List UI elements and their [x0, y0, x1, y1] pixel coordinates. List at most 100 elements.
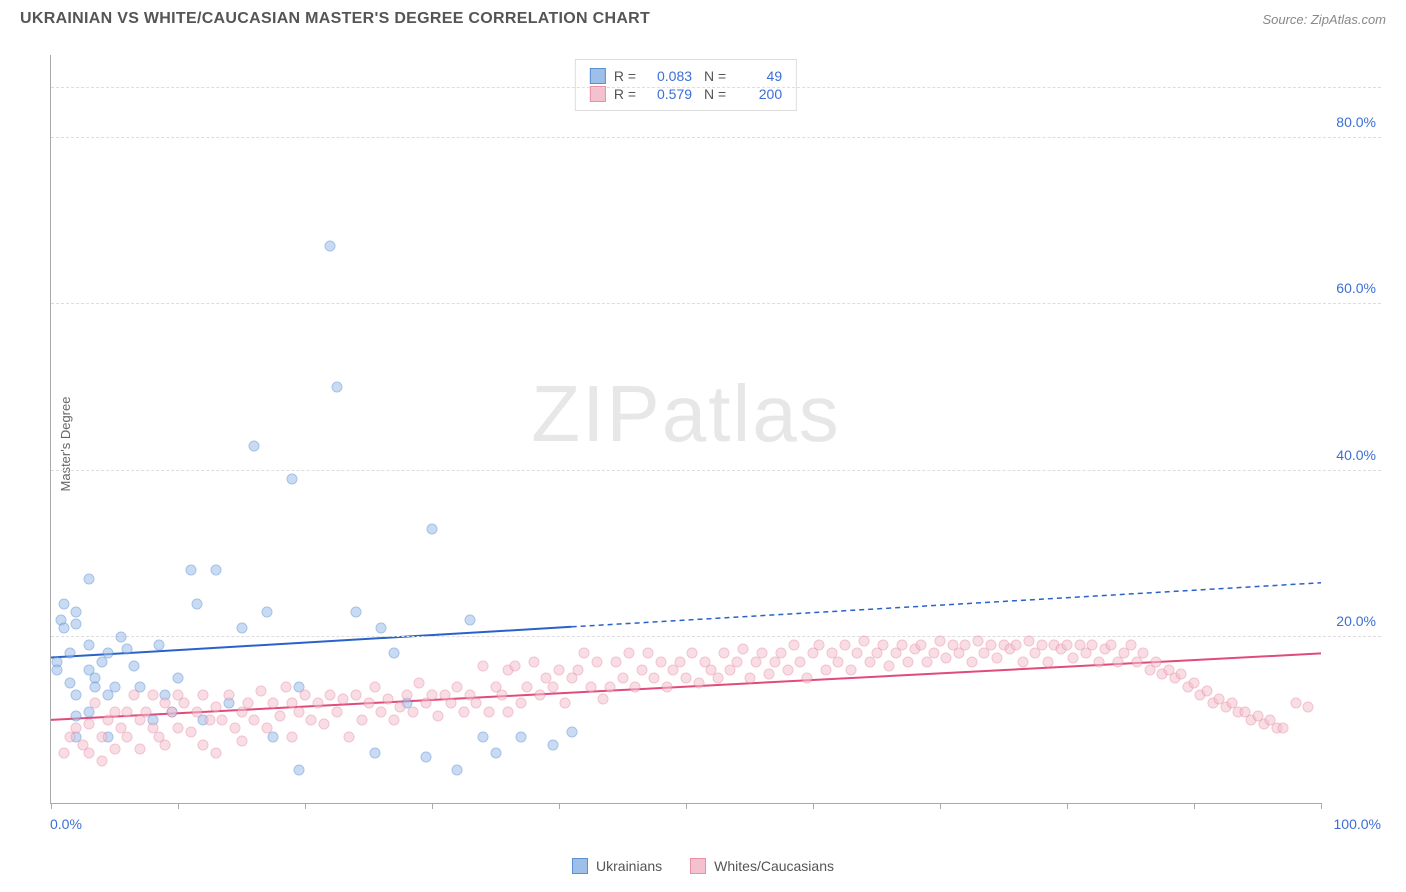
data-point: [915, 640, 926, 651]
chart-source: Source: ZipAtlas.com: [1262, 12, 1386, 27]
data-point: [547, 739, 558, 750]
data-point: [617, 673, 628, 684]
legend: Ukrainians Whites/Caucasians: [0, 858, 1406, 874]
data-point: [122, 644, 133, 655]
data-point: [788, 640, 799, 651]
data-point: [147, 689, 158, 700]
data-point: [547, 681, 558, 692]
data-point: [109, 706, 120, 717]
data-point: [820, 665, 831, 676]
data-point: [1087, 640, 1098, 651]
data-point: [287, 731, 298, 742]
swatch-icon: [590, 86, 606, 102]
data-point: [801, 673, 812, 684]
swatch-icon: [590, 68, 606, 84]
data-point: [407, 706, 418, 717]
data-point: [623, 648, 634, 659]
data-point: [198, 689, 209, 700]
data-point: [846, 665, 857, 676]
legend-label: Ukrainians: [596, 858, 662, 874]
data-point: [261, 606, 272, 617]
data-point: [1290, 698, 1301, 709]
data-point: [655, 656, 666, 667]
data-point: [465, 615, 476, 626]
data-point: [966, 656, 977, 667]
correlation-stats-box: R =0.083 N =49 R =0.579 N =200: [575, 59, 797, 111]
legend-item: Ukrainians: [572, 858, 662, 874]
data-point: [192, 598, 203, 609]
data-point: [331, 706, 342, 717]
data-point: [496, 689, 507, 700]
data-point: [166, 706, 177, 717]
data-point: [522, 681, 533, 692]
data-point: [96, 756, 107, 767]
data-point: [153, 640, 164, 651]
data-point: [503, 706, 514, 717]
data-point: [185, 565, 196, 576]
legend-label: Whites/Caucasians: [714, 858, 834, 874]
data-point: [1189, 677, 1200, 688]
data-point: [293, 706, 304, 717]
data-point: [528, 656, 539, 667]
data-point: [877, 640, 888, 651]
data-point: [287, 473, 298, 484]
data-point: [515, 731, 526, 742]
data-point: [141, 706, 152, 717]
data-point: [211, 748, 222, 759]
data-point: [71, 710, 82, 721]
data-point: [350, 689, 361, 700]
data-point: [1125, 640, 1136, 651]
data-point: [382, 694, 393, 705]
data-point: [985, 640, 996, 651]
data-point: [1106, 640, 1117, 651]
data-point: [1011, 640, 1022, 651]
data-point: [630, 681, 641, 692]
data-point: [420, 752, 431, 763]
data-point: [757, 648, 768, 659]
data-point: [388, 648, 399, 659]
data-point: [554, 665, 565, 676]
data-point: [598, 694, 609, 705]
data-point: [261, 723, 272, 734]
data-point: [249, 714, 260, 725]
legend-item: Whites/Caucasians: [690, 858, 834, 874]
data-point: [306, 714, 317, 725]
data-point: [363, 698, 374, 709]
data-point: [636, 665, 647, 676]
data-point: [458, 706, 469, 717]
data-point: [731, 656, 742, 667]
data-point: [941, 652, 952, 663]
data-point: [71, 606, 82, 617]
data-point: [312, 698, 323, 709]
data-point: [782, 665, 793, 676]
data-point: [490, 748, 501, 759]
watermark: ZIPatlas: [531, 368, 840, 460]
data-point: [357, 714, 368, 725]
data-point: [236, 735, 247, 746]
data-point: [992, 652, 1003, 663]
data-point: [52, 665, 63, 676]
data-point: [376, 706, 387, 717]
data-point: [884, 660, 895, 671]
data-point: [173, 723, 184, 734]
data-point: [1062, 640, 1073, 651]
data-point: [712, 673, 723, 684]
data-point: [534, 689, 545, 700]
data-point: [128, 689, 139, 700]
data-point: [973, 635, 984, 646]
data-point: [427, 523, 438, 534]
data-point: [477, 660, 488, 671]
data-point: [160, 739, 171, 750]
data-point: [90, 698, 101, 709]
chart-header: UKRAINIAN VS WHITE/CAUCASIAN MASTER'S DE…: [0, 0, 1406, 36]
data-point: [84, 573, 95, 584]
data-point: [477, 731, 488, 742]
data-point: [65, 677, 76, 688]
data-point: [687, 648, 698, 659]
data-point: [84, 640, 95, 651]
data-point: [560, 698, 571, 709]
data-point: [325, 241, 336, 252]
data-point: [211, 702, 222, 713]
data-point: [566, 727, 577, 738]
data-point: [58, 598, 69, 609]
